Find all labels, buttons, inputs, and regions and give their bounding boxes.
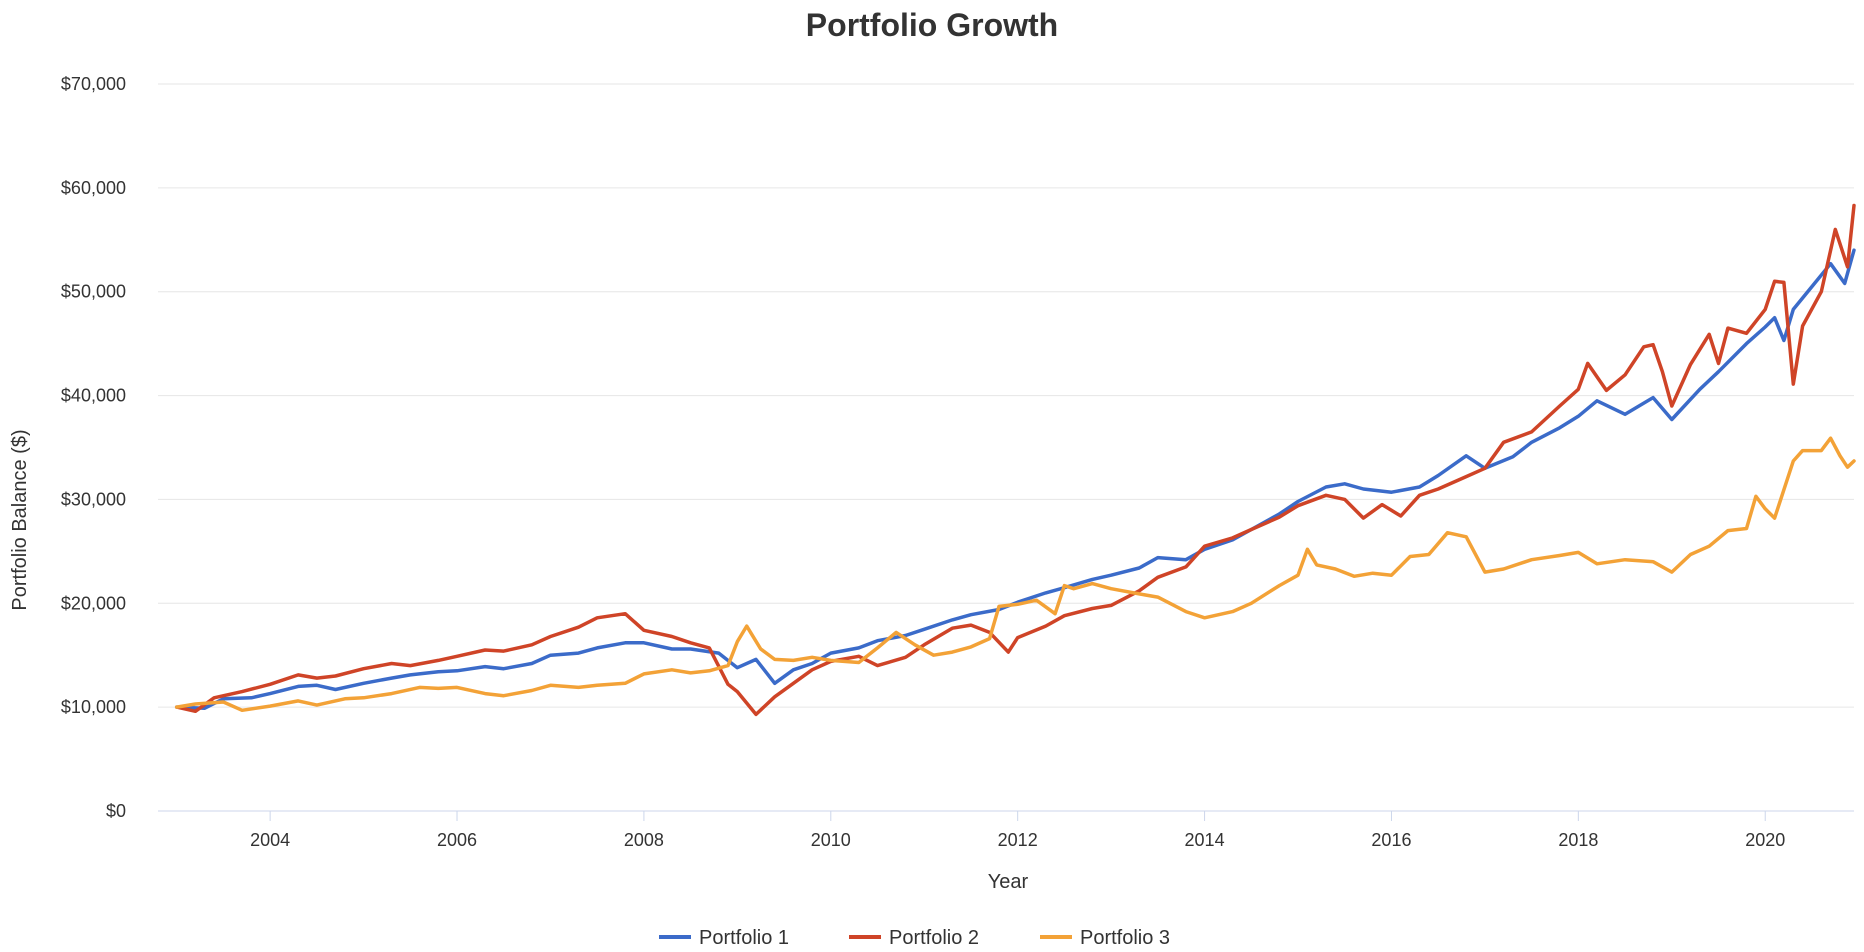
chart-title: Portfolio Growth [806, 7, 1058, 43]
x-axis-ticks: 2004 2006 2008 2010 2012 2014 2016 2018 2020 [250, 811, 1785, 850]
y-tick-label: $50,000 [61, 282, 126, 302]
series-lines [174, 203, 1856, 717]
y-tick-label: $70,000 [61, 74, 126, 94]
legend-item-portfolio-2[interactable]: Portfolio 2 [849, 927, 979, 949]
y-tick-label: $20,000 [61, 593, 126, 613]
x-tick-label: 2010 [811, 830, 851, 850]
y-axis-label: Portfolio Balance ($) [9, 429, 31, 610]
y-tick-label: $0 [106, 801, 126, 821]
legend-item-portfolio-3[interactable]: Portfolio 3 [1040, 927, 1170, 949]
x-tick-label: 2018 [1558, 830, 1598, 850]
y-tick-label: $30,000 [61, 489, 126, 509]
x-tick-label: 2004 [250, 830, 290, 850]
series-line-portfolio-2[interactable] [174, 203, 1856, 717]
y-tick-label: $10,000 [61, 697, 126, 717]
y-tick-label: $60,000 [61, 178, 126, 198]
legend-item-portfolio-1[interactable]: Portfolio 1 [659, 927, 789, 949]
x-tick-label: 2014 [1185, 830, 1225, 850]
y-tick-label: $40,000 [61, 386, 126, 406]
gridlines [158, 83, 1854, 812]
x-tick-label: 2016 [1371, 830, 1411, 850]
x-tick-label: 2020 [1745, 830, 1785, 850]
series-line-portfolio-1[interactable] [174, 248, 1856, 710]
x-tick-label: 2006 [437, 830, 477, 850]
legend-label: Portfolio 3 [1080, 927, 1170, 949]
x-tick-label: 2008 [624, 830, 664, 850]
legend-label: Portfolio 1 [699, 927, 789, 949]
x-axis-label: Year [988, 871, 1029, 893]
x-tick-label: 2012 [998, 830, 1038, 850]
series-line-portfolio-3[interactable] [174, 436, 1856, 713]
legend-label: Portfolio 2 [889, 927, 979, 949]
y-axis-ticks: $0 $10,000 $20,000 $30,000 $40,000 $50,000 $60… [61, 74, 126, 821]
legend: Portfolio 1 Portfolio 2 Portfolio 3 [659, 927, 1170, 949]
